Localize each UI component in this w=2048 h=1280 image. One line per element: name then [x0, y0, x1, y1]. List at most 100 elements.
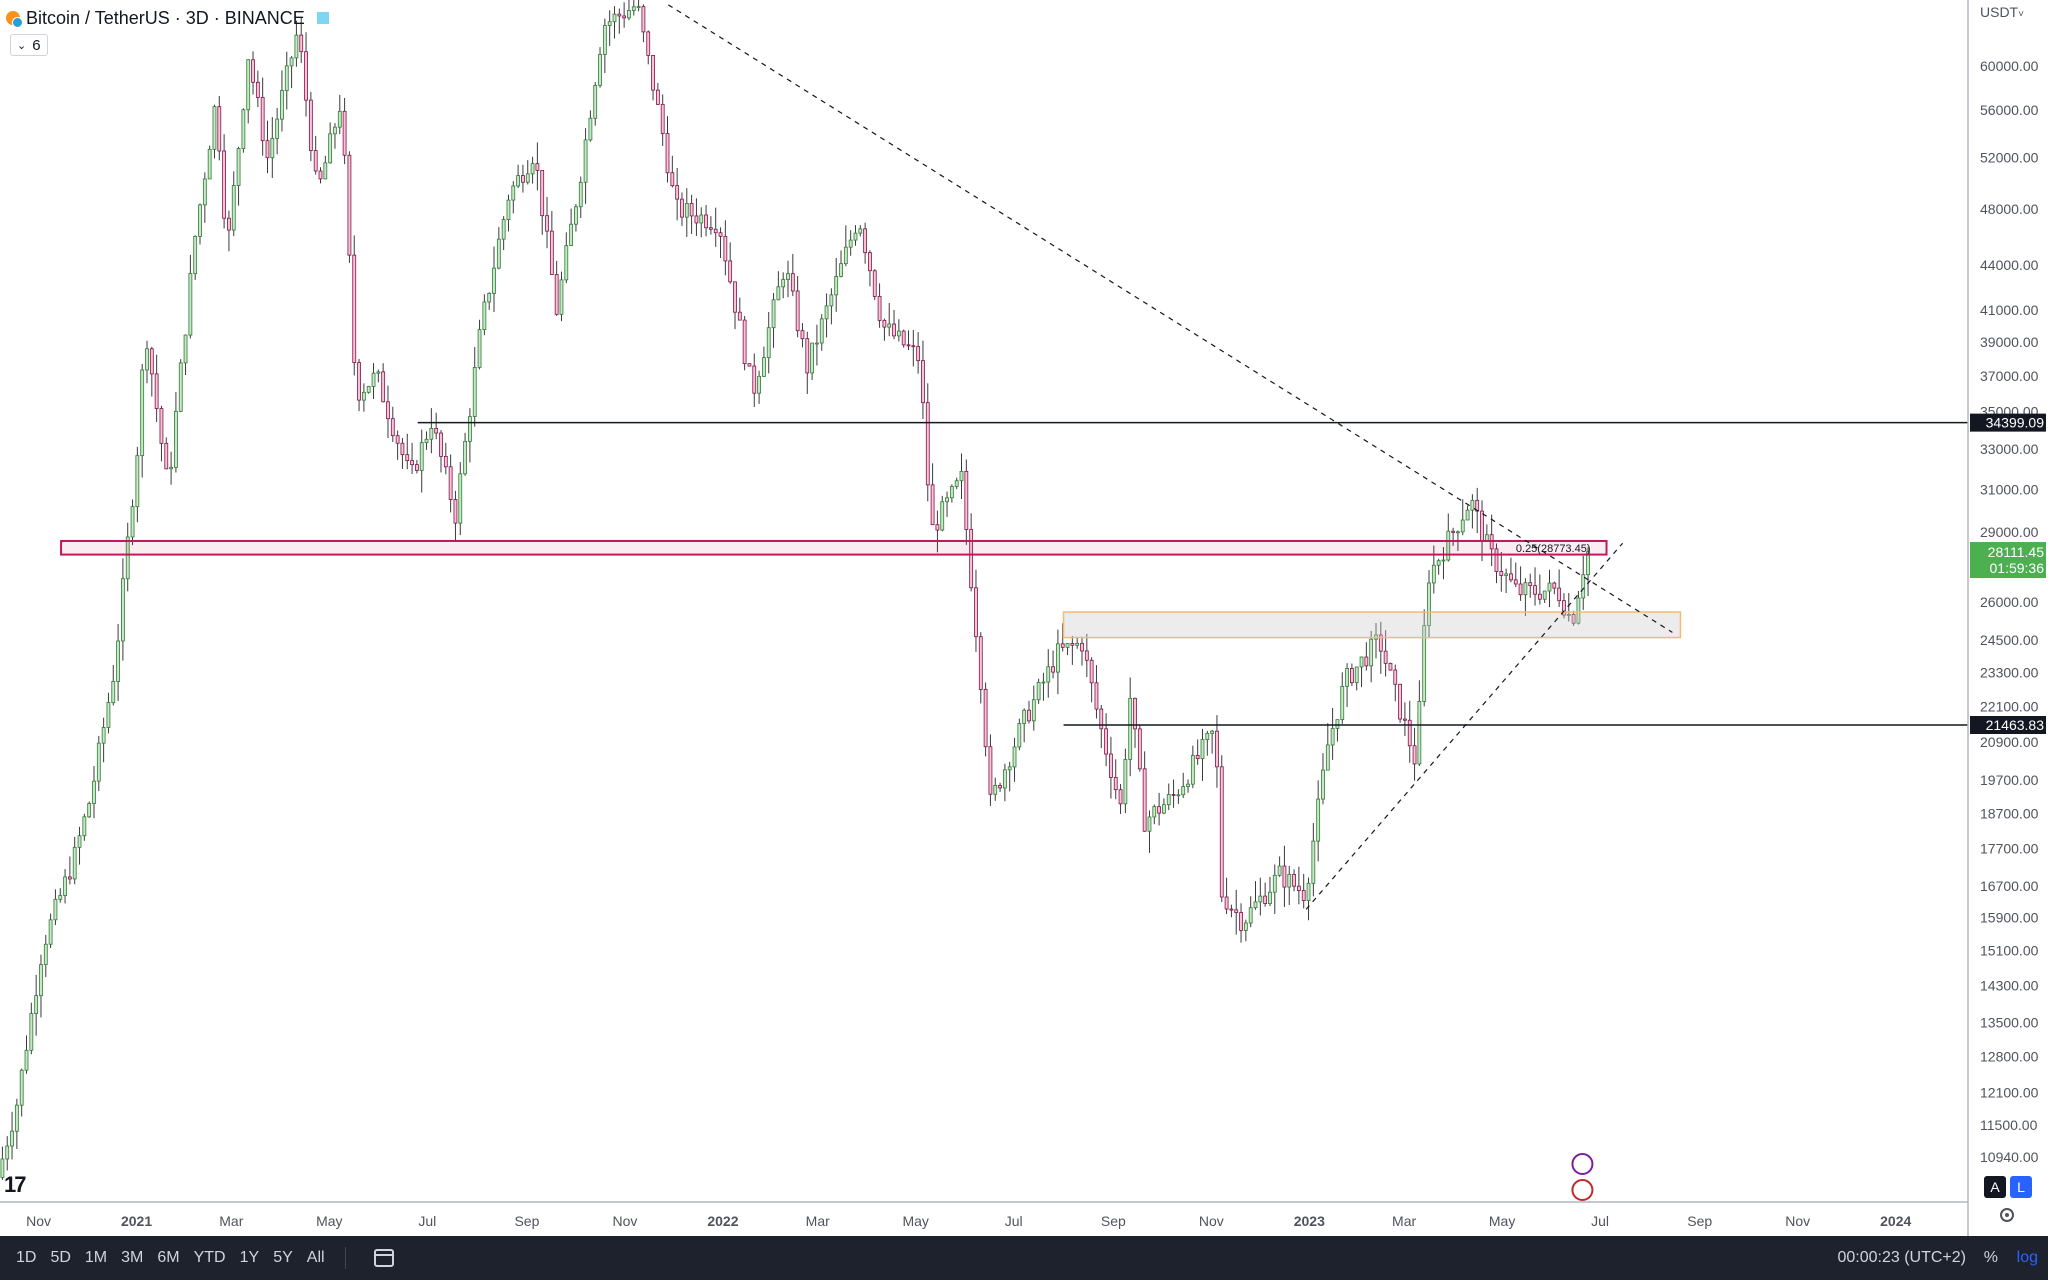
y-tick-label: 39000.00: [1980, 334, 2039, 350]
time-axis: Nov 2021 Mar May Jul Sep Nov 2022 Mar May Jul Sep No…: [0, 1201, 1968, 1229]
candle-down: [1499, 571, 1504, 576]
candle-up: [699, 214, 704, 224]
y-tick-label: 19700.00: [1980, 772, 2039, 788]
candle-up: [1002, 769, 1007, 789]
candle-down: [448, 466, 453, 500]
log-scale-toggle[interactable]: log: [2016, 1249, 2038, 1266]
candle-down: [906, 344, 911, 347]
candle-up: [1166, 794, 1171, 806]
candle-up: [1186, 783, 1190, 787]
range-all-button[interactable]: All: [306, 1249, 325, 1266]
range-5y-button[interactable]: 5Y: [273, 1249, 293, 1266]
y-tick-label: 29000.00: [1980, 524, 2039, 540]
range-ytd-button[interactable]: YTD: [193, 1249, 226, 1266]
candle-down: [655, 89, 660, 105]
candle-up: [1321, 769, 1325, 800]
x-tick-label: May: [316, 1213, 342, 1229]
y-tick-label: 31000.00: [1980, 481, 2039, 497]
candle-down: [1494, 548, 1499, 572]
candle-up: [1268, 891, 1272, 904]
x-tick-label: Nov: [1199, 1213, 1224, 1229]
y-tick-label: 15100.00: [1980, 942, 2039, 958]
percent-scale-button[interactable]: %: [1983, 1249, 1998, 1266]
x-tick-label: Jul: [1005, 1213, 1023, 1229]
y-tick-label: 44000.00: [1980, 257, 2039, 273]
candle-up: [1436, 560, 1441, 566]
range-1y-button[interactable]: 1Y: [239, 1249, 260, 1266]
candle-up: [125, 536, 130, 580]
candle-down: [1263, 895, 1268, 904]
candle-up: [183, 334, 188, 364]
settings-icon[interactable]: [2000, 1208, 2014, 1222]
y-tick-label: 10940.00: [1980, 1149, 2039, 1165]
candle-up: [1576, 597, 1581, 624]
candle-up: [39, 964, 43, 997]
y-tick-label: 56000.00: [1980, 102, 2039, 118]
candle-up: [848, 239, 853, 248]
candle-down: [1051, 666, 1055, 673]
candle-down: [154, 373, 159, 409]
candle-up: [1152, 806, 1157, 818]
candle-down: [718, 232, 723, 237]
log-scale-button[interactable]: L: [2010, 1176, 2032, 1198]
candle-down: [1475, 499, 1480, 512]
candle-down: [680, 198, 684, 218]
candle-up: [92, 780, 96, 804]
candle-down: [227, 217, 231, 231]
candle-up: [834, 276, 839, 296]
indicators-toggle[interactable]: ⌄ 6: [10, 34, 48, 56]
bitcoin-logo-icon: [6, 11, 23, 28]
candle-up: [207, 148, 212, 180]
currency-selector[interactable]: USDT˅: [1980, 4, 2024, 20]
candle-up: [636, 6, 641, 9]
candle-down: [1094, 682, 1099, 710]
y-tick-label: 18700.00: [1980, 805, 2039, 821]
candle-up: [1359, 656, 1364, 668]
price-chart[interactable]: 0.25(28773.45) 60000.00 56000.00 52000.00 4…: [0, 0, 2048, 1236]
candle-up: [1147, 816, 1152, 832]
candle-up: [496, 238, 501, 269]
x-tick-label: Sep: [514, 1213, 539, 1229]
candle-up: [1248, 907, 1253, 924]
candle-down: [299, 34, 304, 53]
candle-up: [198, 204, 202, 237]
candle-down: [872, 270, 877, 297]
candle-down: [439, 432, 443, 457]
range-3m-button[interactable]: 3M: [121, 1249, 144, 1266]
candle-down: [1229, 908, 1234, 911]
clock-timezone[interactable]: 00:00:23 (UTC+2): [1837, 1249, 1966, 1266]
range-1d-button[interactable]: 1D: [16, 1249, 37, 1266]
candle-up: [810, 342, 814, 374]
candle-up: [1181, 786, 1186, 796]
candle-up: [429, 428, 434, 440]
candle-down: [308, 99, 313, 151]
candle-down: [1388, 662, 1393, 671]
candle-up: [525, 173, 530, 183]
candle-down: [651, 54, 655, 91]
candle-up: [1210, 730, 1215, 734]
candle-down: [1552, 582, 1557, 589]
candle-up: [193, 236, 198, 274]
candle-down: [357, 362, 361, 401]
y-tick-label: 22100.00: [1980, 698, 2039, 714]
symbol-legend[interactable]: Bitcoin / TetherUS · 3D · BINANCE: [6, 4, 329, 32]
candle-up: [82, 816, 87, 837]
candle-up: [178, 362, 183, 412]
candle-down: [925, 402, 930, 486]
symbol-title: Bitcoin / TetherUS · 3D · BINANCE: [26, 7, 305, 28]
candle-up: [1547, 582, 1552, 592]
candle-up: [188, 273, 193, 336]
range-5d-button[interactable]: 5D: [50, 1249, 71, 1266]
range-1m-button[interactable]: 1M: [84, 1249, 108, 1266]
candle-down: [723, 235, 728, 262]
candle-up: [1325, 744, 1330, 771]
range-6m-button[interactable]: 6M: [157, 1249, 180, 1266]
auto-scale-button[interactable]: A: [1984, 1176, 2006, 1198]
go-to-date-icon[interactable]: [373, 1249, 394, 1267]
candle-down: [911, 345, 916, 348]
candle-down: [974, 587, 978, 638]
candle-up: [236, 148, 241, 186]
candle-up: [684, 203, 689, 218]
candle-up: [1046, 666, 1051, 683]
y-tick-label: 14300.00: [1980, 977, 2039, 993]
